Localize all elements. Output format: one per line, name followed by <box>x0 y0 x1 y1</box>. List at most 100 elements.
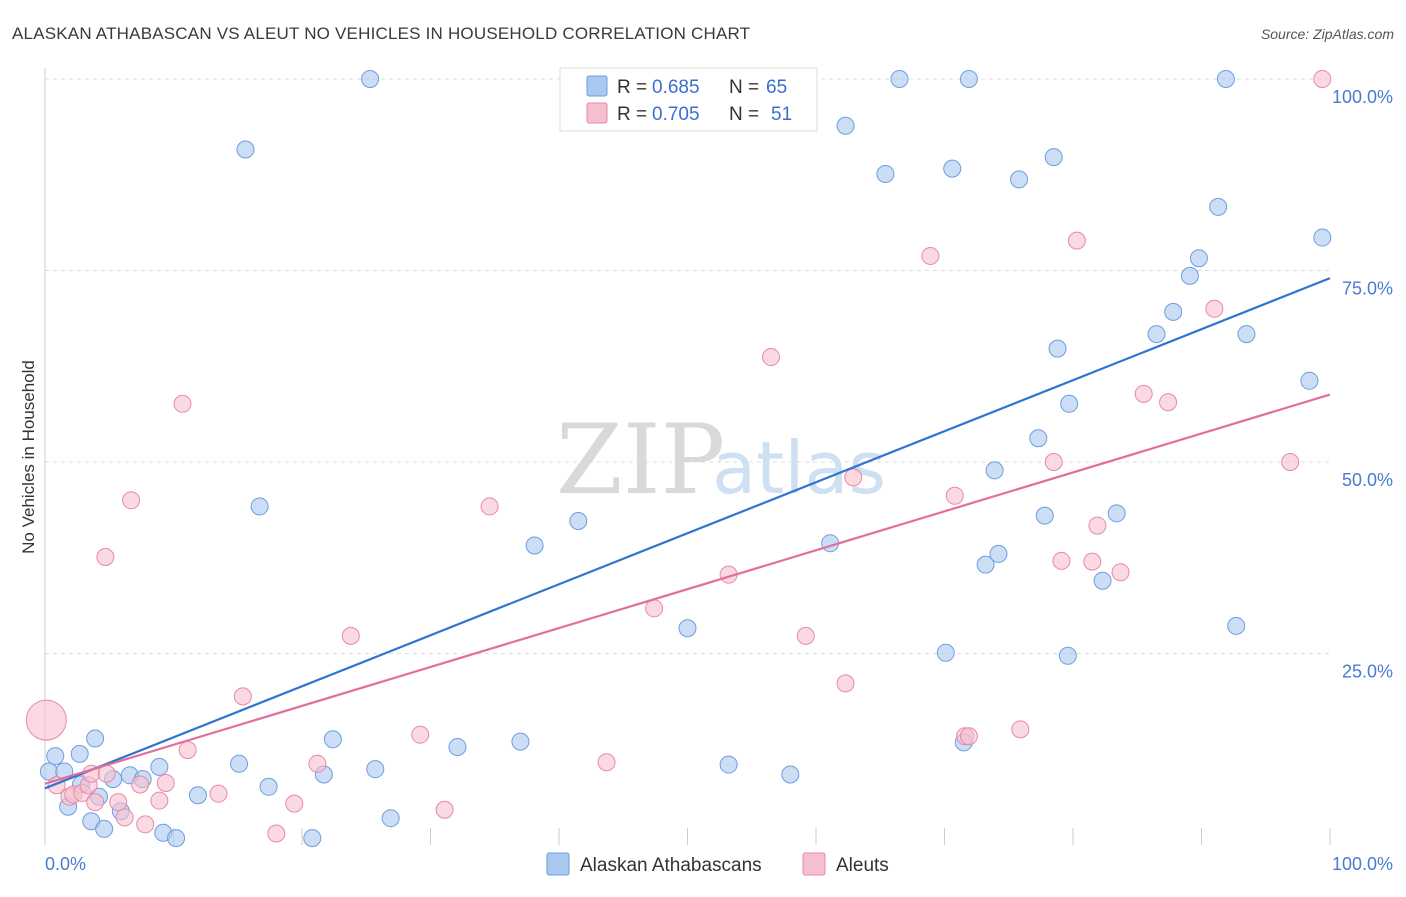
point-athabascan-47 <box>1029 429 1048 448</box>
point-aleut-46 <box>1134 384 1153 403</box>
point-athabascan-20 <box>250 497 269 516</box>
legend-r-label-1: R = <box>617 77 647 98</box>
point-aleut-24 <box>341 626 360 645</box>
point-aleut-15 <box>150 791 169 810</box>
point-athabascan-51 <box>1058 646 1077 665</box>
point-athabascan-45 <box>989 544 1008 563</box>
point-aleut-27 <box>480 497 499 516</box>
point-athabascan-26 <box>366 760 385 779</box>
point-aleut-23 <box>308 754 327 773</box>
point-aleut-18 <box>178 741 197 760</box>
watermark-atlas: atlas <box>712 426 886 510</box>
point-athabascan-9 <box>95 819 114 838</box>
point-athabascan-61 <box>1227 616 1246 635</box>
point-aleut-32 <box>796 626 815 645</box>
x-tick-label-100: 100.0% <box>1332 854 1393 874</box>
point-athabascan-53 <box>1093 571 1112 590</box>
trendline-athabascan <box>44 277 1331 790</box>
point-athabascan-38 <box>890 70 909 88</box>
point-aleut-31 <box>762 348 781 367</box>
stats-legend: R = 0.685 N = 65 R = 0.705 N = 51 <box>559 67 818 132</box>
point-aleut-40 <box>1044 453 1063 471</box>
point-athabascan-59 <box>1209 197 1228 216</box>
point-athabascan-50 <box>1048 339 1067 358</box>
point-athabascan-48 <box>1035 506 1054 525</box>
point-athabascan-29 <box>511 732 530 751</box>
legend-swatch-blue-border <box>586 75 608 97</box>
watermark: ZIP atlas <box>556 404 886 516</box>
point-athabascan-34 <box>781 765 800 784</box>
series-aleut <box>25 70 1332 843</box>
point-athabascan-56 <box>1164 302 1183 321</box>
series-athabascan <box>39 70 1332 848</box>
point-aleut-16 <box>156 773 175 792</box>
legend-r-value-2: 0.705 <box>652 104 700 125</box>
point-athabascan-57 <box>1180 266 1199 285</box>
point-aleut-44 <box>1088 516 1107 535</box>
legend-n-value-2: 51 <box>771 104 792 125</box>
point-athabascan-55 <box>1147 325 1166 344</box>
point-aleut-29 <box>645 599 664 618</box>
point-athabascan-16 <box>167 829 186 848</box>
point-athabascan-21 <box>259 777 278 796</box>
chart-title: ALASKAN ATHABASCAN VS ALEUT NO VEHICLES … <box>12 24 750 43</box>
point-athabascan-31 <box>569 511 588 530</box>
point-aleut-35 <box>921 246 940 265</box>
point-aleut-42 <box>1067 231 1086 250</box>
bottom-legend-label-blue[interactable]: Alaskan Athabascans <box>580 855 762 876</box>
point-aleut-11 <box>115 808 134 827</box>
point-athabascan-63 <box>1300 371 1319 390</box>
point-aleut-21 <box>267 824 286 843</box>
watermark-zip: ZIP <box>556 404 725 516</box>
point-athabascan-52 <box>1060 394 1079 413</box>
bottom-legend-swatch-pink[interactable] <box>803 853 825 875</box>
bottom-legend-swatch-blue-border <box>546 852 570 876</box>
bottom-legend-swatch-blue[interactable] <box>547 853 569 875</box>
point-athabascan-40 <box>943 159 962 178</box>
point-athabascan-60 <box>1216 70 1235 88</box>
point-aleut-36 <box>945 486 964 505</box>
point-aleut-8 <box>96 547 115 566</box>
axis-layer: 25.0% 50.0% 75.0% 100.0% 0.0% 100.0% <box>44 68 1393 874</box>
point-aleut-48 <box>1205 299 1224 318</box>
legend-swatch-pink <box>587 103 607 123</box>
point-athabascan-37 <box>876 164 895 183</box>
point-athabascan-1 <box>46 747 65 766</box>
point-aleut-12 <box>122 491 141 510</box>
point-athabascan-18 <box>230 754 249 773</box>
legend-r-value-1: 0.685 <box>652 77 700 98</box>
legend-swatch-blue <box>587 76 607 96</box>
legend-n-label-2: N = <box>729 104 759 125</box>
point-aleut-34 <box>844 468 863 487</box>
bottom-legend-swatch-pink-border <box>802 852 826 876</box>
legend-swatch-pink-border <box>586 102 608 124</box>
point-athabascan-30 <box>525 536 544 555</box>
point-aleut-13 <box>131 775 150 794</box>
point-athabascan-43 <box>976 555 995 574</box>
grid-layer <box>45 78 1330 654</box>
legend-n-label-1: N = <box>729 77 759 98</box>
point-aleut-26 <box>435 800 454 819</box>
point-aleut-28 <box>597 753 616 772</box>
point-aleut-43 <box>1083 552 1102 571</box>
point-athabascan-64 <box>1313 228 1332 247</box>
point-athabascan-62 <box>1237 325 1256 344</box>
point-athabascan-42 <box>959 70 978 88</box>
point-aleut-14 <box>136 815 155 834</box>
legend-n-value-1: 65 <box>766 77 787 98</box>
point-athabascan-28 <box>448 737 467 756</box>
point-athabascan-17 <box>188 786 207 805</box>
series-layer <box>25 70 1332 848</box>
point-athabascan-58 <box>1189 249 1208 268</box>
point-athabascan-25 <box>361 70 380 88</box>
point-athabascan-49 <box>1044 148 1063 167</box>
source-text: Source: ZipAtlas.com <box>1261 26 1394 42</box>
point-aleut-47 <box>1159 393 1178 412</box>
point-aleut-49 <box>1281 453 1300 471</box>
trendline-aleut <box>44 393 1331 785</box>
bottom-legend-label-pink[interactable]: Aleuts <box>836 855 889 876</box>
point-athabascan-7 <box>86 729 105 748</box>
point-athabascan-22 <box>303 829 322 848</box>
